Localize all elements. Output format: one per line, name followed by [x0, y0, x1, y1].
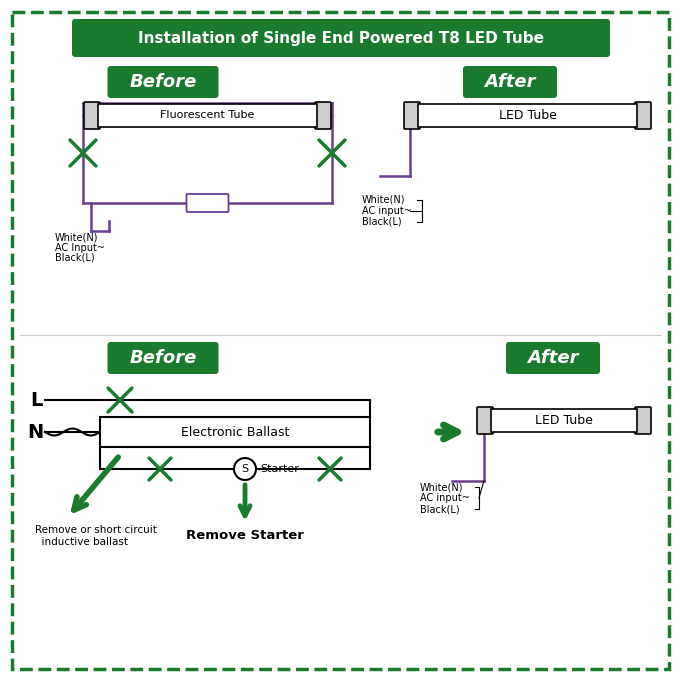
- Text: Black(L): Black(L): [362, 217, 402, 227]
- Text: After: After: [527, 349, 579, 367]
- FancyBboxPatch shape: [108, 342, 219, 374]
- Text: LED Tube: LED Tube: [498, 109, 556, 122]
- Text: AC input~: AC input~: [362, 206, 412, 216]
- Text: Before: Before: [129, 73, 197, 91]
- Text: AC Input~: AC Input~: [55, 243, 105, 253]
- FancyBboxPatch shape: [404, 102, 420, 129]
- Text: Remove or short circuit
  inductive ballast: Remove or short circuit inductive ballas…: [35, 525, 157, 547]
- FancyBboxPatch shape: [108, 66, 219, 98]
- FancyBboxPatch shape: [187, 194, 229, 212]
- Text: Electronic Ballast: Electronic Ballast: [181, 426, 289, 439]
- FancyBboxPatch shape: [72, 19, 610, 57]
- Bar: [418, 104, 637, 127]
- Text: AC input~: AC input~: [420, 493, 470, 503]
- Text: Before: Before: [129, 349, 197, 367]
- FancyBboxPatch shape: [463, 66, 557, 98]
- Text: White(N): White(N): [362, 195, 405, 205]
- Text: Starter: Starter: [260, 464, 299, 474]
- FancyBboxPatch shape: [84, 102, 100, 129]
- FancyBboxPatch shape: [506, 342, 600, 374]
- FancyBboxPatch shape: [315, 102, 331, 129]
- Text: Black(L): Black(L): [55, 253, 95, 263]
- Text: N: N: [27, 422, 44, 441]
- Bar: [98, 104, 317, 127]
- Text: Remove Starter: Remove Starter: [186, 529, 304, 542]
- Text: After: After: [484, 73, 536, 91]
- Text: Installation of Single End Powered T8 LED Tube: Installation of Single End Powered T8 LE…: [138, 31, 544, 46]
- Circle shape: [234, 458, 256, 480]
- Text: White(N): White(N): [420, 482, 464, 492]
- Text: S: S: [242, 464, 249, 474]
- Bar: [100, 417, 370, 447]
- Text: LED Tube: LED Tube: [535, 414, 593, 427]
- Bar: [491, 409, 637, 432]
- FancyBboxPatch shape: [635, 407, 651, 434]
- Text: White(N): White(N): [55, 233, 99, 243]
- FancyBboxPatch shape: [477, 407, 493, 434]
- Text: L: L: [30, 390, 42, 409]
- Text: Black(L): Black(L): [420, 504, 460, 514]
- Text: Fluorescent Tube: Fluorescent Tube: [160, 110, 255, 121]
- FancyBboxPatch shape: [635, 102, 651, 129]
